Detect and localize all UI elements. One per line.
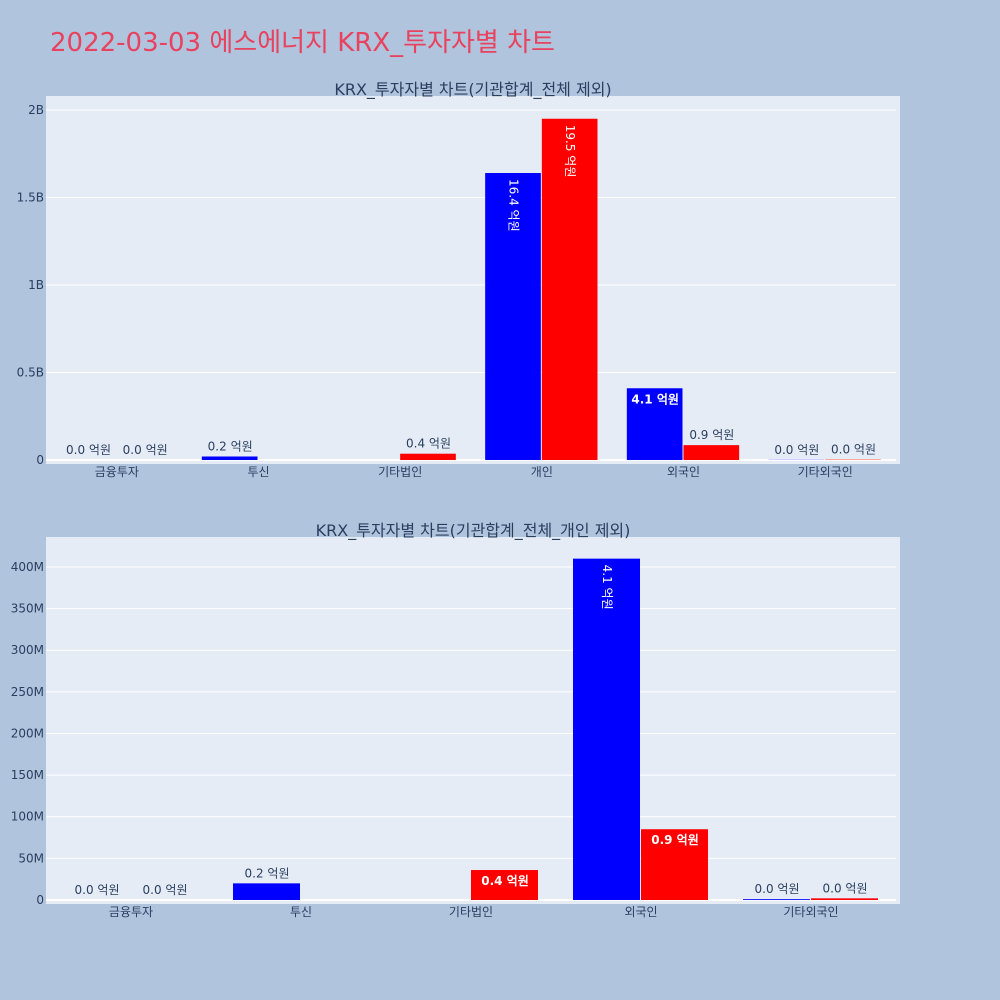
y-tick-label: 0.5B (17, 366, 44, 380)
y-tick-label: 0 (36, 893, 44, 907)
data-label: 16.4 억원 (507, 179, 521, 232)
data-label: 4.1 억원 (631, 392, 679, 406)
plot-area (46, 96, 900, 464)
data-label: 0.0 억원 (66, 443, 111, 457)
y-tick-label: 300M (11, 643, 44, 657)
x-tick-label: 외국인 (667, 465, 700, 479)
chart-title: KRX_투자자별 차트(기관합계_전체 제외) (334, 80, 611, 100)
y-tick-label: 150M (11, 768, 44, 782)
bar (201, 456, 258, 460)
bar (573, 558, 640, 900)
data-label: 0.4 억원 (406, 437, 451, 451)
x-tick-label: 금융투자 (109, 905, 153, 919)
bar (485, 173, 541, 460)
data-label: 19.5 억원 (563, 125, 577, 178)
y-tick-label: 200M (11, 726, 44, 740)
bar (471, 870, 538, 900)
x-tick-label: 외국인 (624, 905, 657, 919)
data-label: 0.2 억원 (208, 440, 253, 454)
x-tick-label: 투신 (247, 465, 269, 479)
chart-1: 0 0.5B 1B 1.5B 2B KRX_투자자별 차트(기관합계_전체 제외) 금융투자… (17, 80, 900, 479)
data-label: 0.9 억원 (651, 833, 699, 847)
y-tick-label: 100M (11, 810, 44, 824)
data-label: 0.0 억원 (123, 443, 168, 457)
y-tick-label: 350M (11, 602, 44, 616)
data-label: 0.0 억원 (755, 882, 800, 896)
x-tick-label: 기타외국인 (798, 465, 853, 479)
page-title: 2022-03-03 에스에너지 KRX_투자자별 차트 (50, 28, 555, 58)
data-label: 0.0 억원 (75, 883, 120, 897)
bar (233, 883, 300, 900)
y-tick-label: 400M (11, 560, 44, 574)
bar (811, 898, 878, 900)
y-tick-label: 2B (28, 103, 44, 117)
chart-title: KRX_투자자별 차트(기관합계_전체_개인 제외) (316, 521, 631, 541)
y-tick-label: 1.5B (17, 191, 44, 205)
bar (683, 445, 740, 460)
y-tick-label: 250M (11, 685, 44, 699)
data-label: 0.0 억원 (823, 881, 868, 895)
chart-2: 0 50M 100M 150M 200M 250M 300M 350M 400M KRX_투자자별… (11, 521, 900, 919)
data-label: 0.0 억원 (143, 883, 188, 897)
y-tick-label: 1B (28, 278, 44, 292)
data-label: 0.0 억원 (774, 443, 819, 457)
data-label: 0.0 억원 (831, 443, 876, 457)
x-tick-label: 기타외국인 (783, 905, 838, 919)
bar (400, 453, 456, 460)
bar (626, 388, 683, 460)
data-label: 0.9 억원 (689, 428, 734, 442)
plot-area (46, 537, 900, 904)
bar (541, 118, 598, 460)
data-label: 4.1 억원 (600, 565, 614, 610)
x-tick-label: 기타법인 (378, 465, 422, 479)
y-tick-label: 0 (36, 453, 44, 467)
x-tick-label: 개인 (531, 465, 553, 479)
x-tick-label: 금융투자 (95, 465, 139, 479)
data-label: 0.2 억원 (245, 866, 290, 880)
x-tick-label: 기타법인 (449, 905, 493, 919)
y-tick-label: 50M (18, 851, 44, 865)
bar (743, 899, 810, 900)
x-tick-label: 투신 (290, 905, 312, 919)
bar (641, 829, 708, 900)
data-label: 0.4 억원 (481, 874, 529, 888)
